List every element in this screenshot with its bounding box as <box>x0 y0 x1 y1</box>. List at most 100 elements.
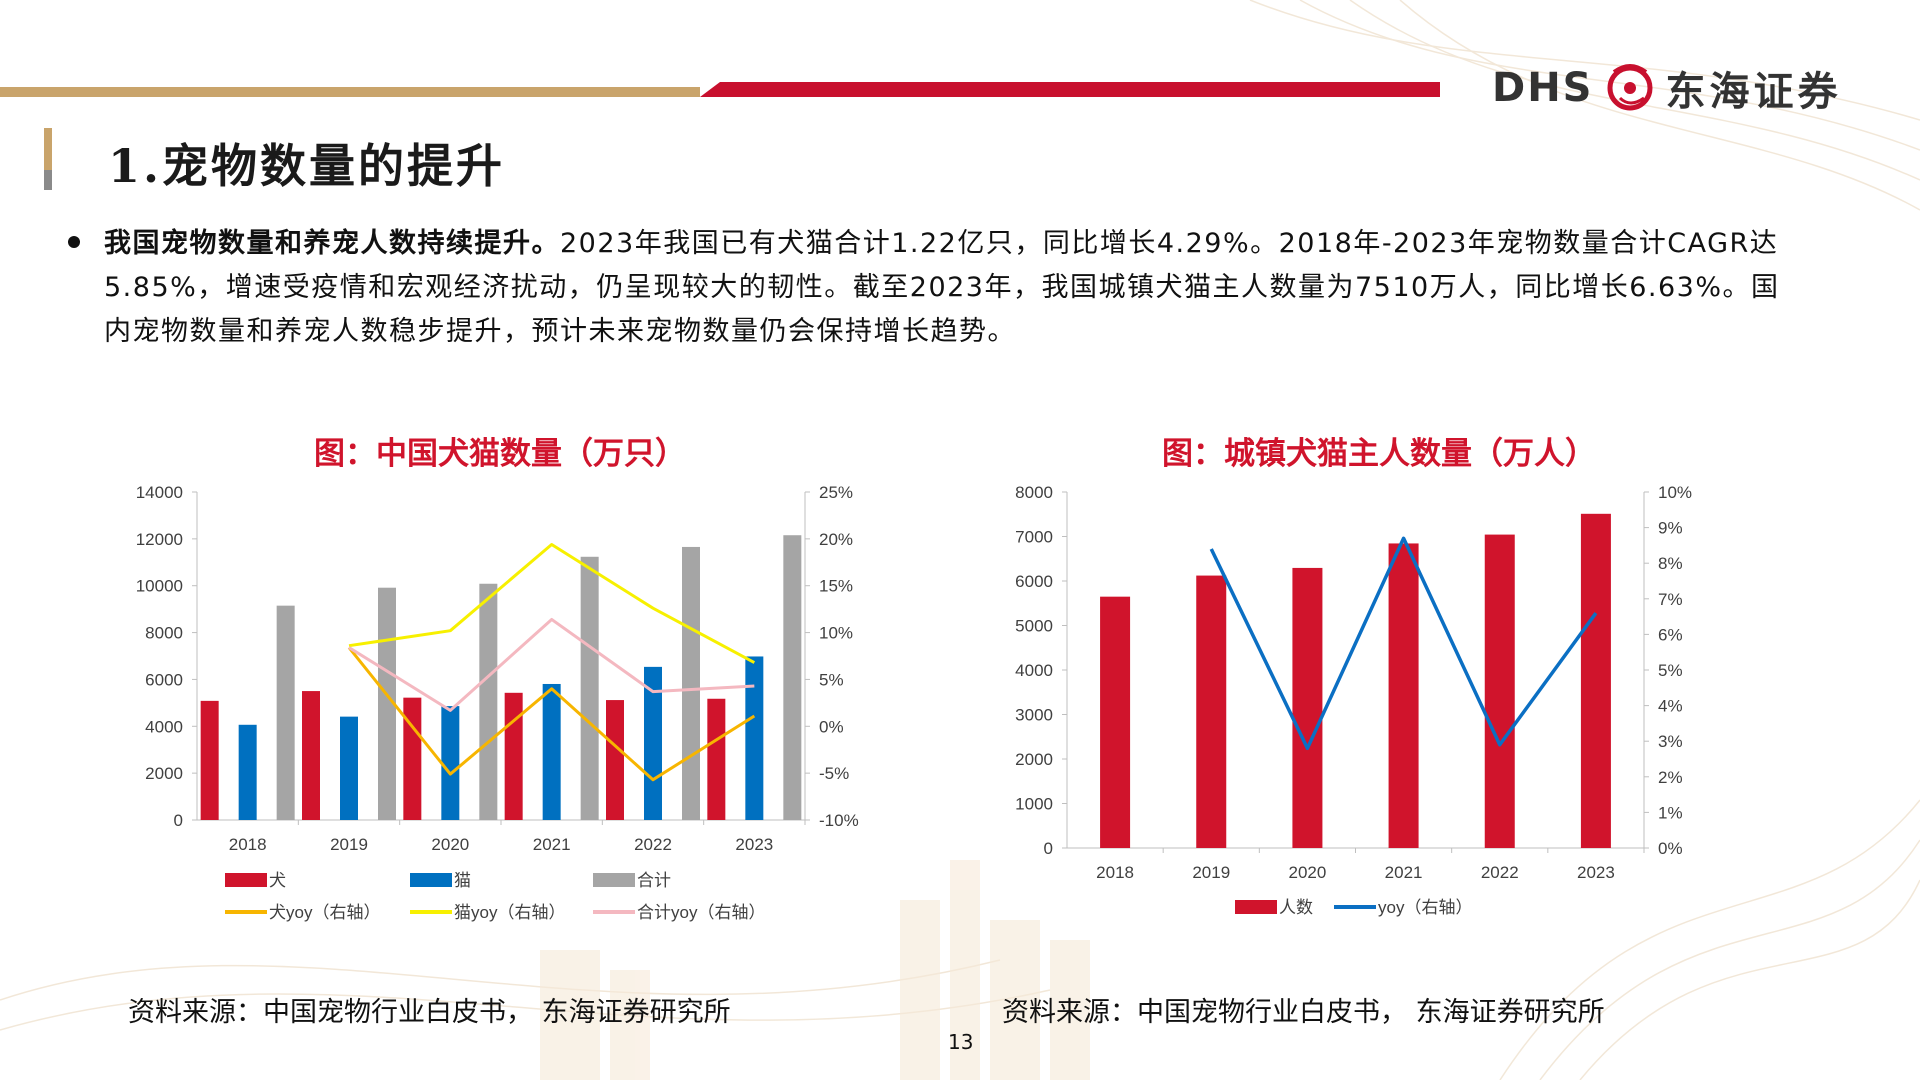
chart-urban-owners: 0 1000 2000 3000 4000 5000 6000 7000 8000 0% 1% 2% 3… <box>1015 483 1692 917</box>
y2-tick-label: 9% <box>1658 519 1683 538</box>
legend-swatch-合计 <box>593 873 635 887</box>
bar-犬 <box>707 698 726 820</box>
bar-合计 <box>479 583 498 820</box>
y-tick-label: 4000 <box>145 717 183 736</box>
logo-latin: DHS <box>1492 65 1594 111</box>
y-tick-label: 6000 <box>1015 572 1053 591</box>
y2-tick-label: 6% <box>1658 625 1683 644</box>
y-tick-label: 8000 <box>1015 483 1053 502</box>
y2-tick-label: 10% <box>1658 483 1692 502</box>
y-tick-label: 10000 <box>136 577 183 596</box>
x-tick-label: 2021 <box>533 835 571 854</box>
title-accent-bar-gray <box>44 170 52 190</box>
source-right: 资料来源：中国宠物行业白皮书， 东海证券研究所 <box>1002 997 1605 1028</box>
y-tick-label: 4000 <box>1015 661 1053 680</box>
bullet-dot <box>68 236 80 248</box>
bar-合计 <box>682 546 700 820</box>
y-tick-label: 0 <box>1044 839 1053 858</box>
y2-tick-label: 5% <box>819 670 844 689</box>
y-tick-label: 6000 <box>145 670 183 689</box>
y-tick-label: 7000 <box>1015 528 1053 547</box>
x-tick-label: 2023 <box>735 835 773 854</box>
y2-tick-label: 4% <box>1658 697 1683 716</box>
y-tick-label: 1000 <box>1015 795 1053 814</box>
legend-label: 合计yoy（右轴） <box>637 903 765 922</box>
bar-合计 <box>783 535 802 820</box>
bar-猫 <box>340 716 358 820</box>
y2-tick-label: -5% <box>819 764 849 783</box>
source-left: 资料来源：中国宠物行业白皮书， 东海证券研究所 <box>128 997 731 1028</box>
x-tick-label: 2019 <box>330 835 368 854</box>
body-paragraph: 我国宠物数量和养宠人数持续提升。2023年我国已有犬猫合计1.22亿只，同比增长… <box>104 222 1794 354</box>
bar-犬 <box>504 692 523 820</box>
bar-合计 <box>580 556 599 820</box>
y-tick-label: 3000 <box>1015 706 1053 725</box>
x-tick-label: 2020 <box>431 835 469 854</box>
legend-label: 犬 <box>269 871 286 890</box>
y-tick-label: 2000 <box>145 764 183 783</box>
body-text: 2023年我国已有犬猫合计1.22亿只，同比增长4.29%。2018年-2023… <box>104 228 1780 347</box>
y-tick-label: 14000 <box>136 483 183 502</box>
bar-犬 <box>403 697 422 820</box>
bar-人数 <box>1292 567 1323 848</box>
line-yoy（右轴） <box>1209 536 1598 751</box>
x-tick-label: 2018 <box>1096 863 1134 882</box>
x-tick-label: 2023 <box>1577 863 1615 882</box>
y-tick-label: 2000 <box>1015 750 1053 769</box>
line-合计yoy（右轴） <box>348 617 755 712</box>
x-tick-label: 2020 <box>1289 863 1327 882</box>
y2-tick-label: 25% <box>819 483 853 502</box>
bar-人数 <box>1580 513 1611 848</box>
y2-tick-label: 0% <box>819 717 844 736</box>
y-tick-label: 5000 <box>1015 617 1053 636</box>
bar-犬 <box>606 700 624 820</box>
bar-人数 <box>1484 534 1515 848</box>
y-tick-label: 8000 <box>145 624 183 643</box>
y2-tick-label: 7% <box>1658 590 1683 609</box>
chart2-title: 图：城镇犬猫主人数量（万人） <box>1162 436 1596 472</box>
x-tick-label: 2022 <box>634 835 672 854</box>
x-tick-label: 2022 <box>1481 863 1519 882</box>
y2-tick-label: 15% <box>819 577 853 596</box>
x-tick-label: 2019 <box>1192 863 1230 882</box>
bar-犬 <box>302 691 320 820</box>
header-red-bar <box>700 82 1440 97</box>
legend-label: 人数 <box>1279 898 1313 917</box>
y2-tick-label: 5% <box>1658 661 1683 680</box>
legend-label: 猫 <box>454 871 471 890</box>
x-tick-label: 2021 <box>1385 863 1423 882</box>
line-犬yoy（右轴） <box>347 646 756 782</box>
y-tick-label: 0 <box>174 811 183 830</box>
company-logo: DHS 东海证券 <box>1492 58 1842 118</box>
y2-tick-label: 10% <box>819 624 853 643</box>
y2-tick-label: 20% <box>819 530 853 549</box>
legend-label: 犬yoy（右轴） <box>269 903 380 922</box>
legend-label: yoy（右轴） <box>1378 898 1472 917</box>
bar-人数 <box>1388 543 1419 848</box>
x-tick-label: 2018 <box>229 835 267 854</box>
bar-猫 <box>542 683 561 820</box>
header-gold-bar <box>0 87 700 97</box>
y2-tick-label: 8% <box>1658 554 1683 573</box>
title-accent-bar <box>44 128 52 190</box>
y2-tick-label: 2% <box>1658 768 1683 787</box>
bar-犬 <box>200 700 219 820</box>
line-猫yoy（右轴） <box>348 542 756 664</box>
y2-tick-label: 3% <box>1658 732 1683 751</box>
y2-tick-label: 1% <box>1658 803 1683 822</box>
chart1-title: 图：中国犬猫数量（万只） <box>314 436 686 472</box>
legend-label: 猫yoy（右轴） <box>454 903 565 922</box>
dragon-emblem-icon <box>1607 64 1652 111</box>
bar-合计 <box>378 587 396 820</box>
bar-猫 <box>644 666 662 820</box>
bar-猫 <box>745 656 764 820</box>
chart-dog-cat-count: 0 2000 4000 6000 8000 10000 12000 14000 -10% -5% 0… <box>136 483 859 922</box>
legend-swatch-犬 <box>225 873 267 887</box>
y2-tick-label: 0% <box>1658 839 1683 858</box>
page-number: 13 <box>948 1030 974 1054</box>
legend-swatch-猫 <box>410 873 452 887</box>
legend-label: 合计 <box>637 871 671 890</box>
bar-猫 <box>238 724 257 820</box>
logo-name: 东海证券 <box>1665 69 1842 115</box>
bar-人数 <box>1196 575 1227 848</box>
